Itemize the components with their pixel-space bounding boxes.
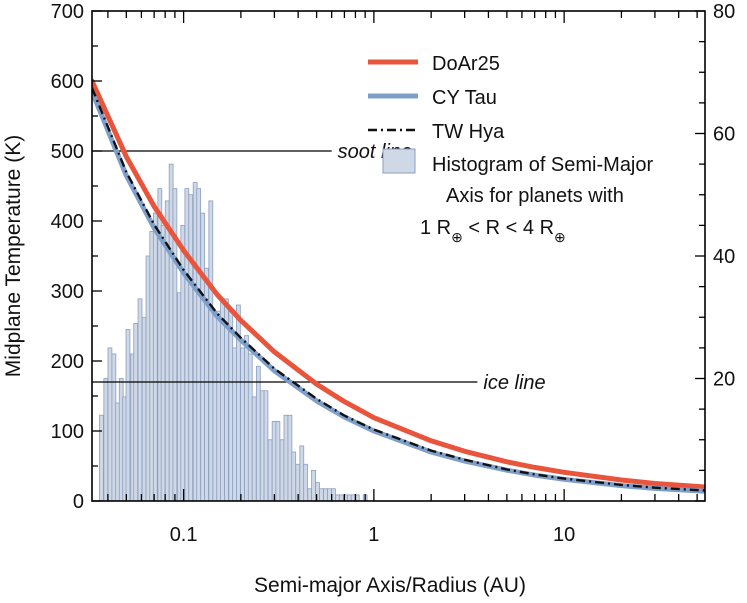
- histogram-bar: [168, 163, 174, 501]
- histogram-bar: [255, 365, 261, 501]
- y-axis-label: Midplane Temperature (K): [2, 135, 25, 377]
- histogram-bar: [152, 212, 158, 501]
- histogram-bar: [287, 414, 293, 501]
- histogram-bar: [200, 212, 206, 501]
- histogram-bar: [303, 463, 309, 501]
- x-tick-label: 0.1: [170, 524, 198, 546]
- histogram-bar: [247, 353, 253, 501]
- histogram-bar: [220, 298, 225, 501]
- histogram-bar: [319, 488, 324, 501]
- histogram-bar: [283, 414, 289, 501]
- histogram-bar: [103, 378, 109, 501]
- histogram-bar: [259, 390, 265, 501]
- y-tick-label: 100: [51, 421, 84, 443]
- y-tick-label: 700: [51, 1, 84, 23]
- legend-label-histogram-line2: Axis for planets with: [446, 185, 624, 207]
- histogram-bar: [160, 224, 166, 501]
- histogram-bar: [251, 396, 257, 501]
- histogram-bar: [350, 494, 356, 501]
- histogram-bar: [196, 188, 202, 501]
- histogram-bar: [188, 194, 194, 501]
- histogram-bar: [137, 298, 143, 501]
- histogram-bar: [327, 488, 332, 501]
- histogram-bar: [339, 494, 344, 501]
- legend-label-cytau: CY Tau: [432, 87, 497, 109]
- y-tick-label: 600: [51, 71, 84, 93]
- histogram-bar: [184, 188, 190, 501]
- x-tick-label: 1: [368, 524, 379, 546]
- histogram-bar: [125, 329, 131, 501]
- annotation-label: ice line: [483, 372, 545, 394]
- y-tick-label: 500: [51, 141, 84, 163]
- histogram-bar: [240, 347, 245, 501]
- y2-tick-label: 60: [713, 124, 735, 146]
- histogram-bar: [291, 451, 297, 501]
- histogram-bar: [346, 494, 352, 501]
- y2-tick-label: 40: [713, 246, 735, 268]
- axes: 0 100 200 300 400 500 600 700 20 40 60 80 0.1 1 10: [51, 1, 736, 546]
- y-tick-label: 0: [73, 491, 84, 513]
- histogram-bar: [279, 439, 285, 501]
- histogram-bar: [99, 414, 104, 501]
- series-line-tw-hya: [92, 87, 705, 492]
- histogram-bar: [307, 488, 313, 501]
- y-tick-label: 300: [51, 281, 84, 303]
- histogram-bar: [271, 420, 277, 501]
- y2-tick-label: 20: [713, 369, 735, 391]
- y-tick-label: 200: [51, 351, 84, 373]
- histogram-bar: [133, 322, 139, 501]
- y2-tick-label: 80: [713, 1, 735, 23]
- histogram-bar: [244, 335, 249, 501]
- x-tick-label: 10: [553, 524, 575, 546]
- series-line-doar25: [92, 78, 705, 490]
- x-axis-label: Semi-major Axis/Radius (AU): [254, 574, 526, 597]
- histogram-bar: [232, 347, 237, 501]
- histogram-bar: [263, 390, 269, 501]
- histogram-bar: [107, 347, 113, 501]
- histogram-bar: [335, 494, 340, 501]
- histogram-bar: [267, 439, 273, 501]
- histogram-bar: [299, 445, 305, 501]
- histogram-bar: [111, 353, 117, 501]
- histogram-bar: [323, 488, 328, 501]
- legend-swatch-histogram: [382, 148, 416, 174]
- histogram-bar: [208, 200, 214, 501]
- histogram-bar: [172, 188, 178, 501]
- histogram-bar: [275, 420, 281, 501]
- series-line-cy-tau: [92, 89, 705, 494]
- legend-label-doar25: DoAr25: [432, 53, 500, 75]
- legend: DoAr25 CY Tau TW Hya Histogram of Semi-M…: [368, 53, 654, 245]
- series-lines: [92, 78, 705, 494]
- histogram: [99, 163, 368, 501]
- histogram-bar: [311, 469, 316, 501]
- histogram-bar: [212, 310, 218, 501]
- histogram-bar: [141, 316, 147, 501]
- y-tick-label: 400: [51, 211, 84, 233]
- legend-label-histogram-line3: 1 R⊕ < R < 4 R⊕: [420, 217, 566, 245]
- legend-label-histogram-line1: Histogram of Semi-Major: [432, 154, 654, 176]
- legend-label-twhya: TW Hya: [432, 121, 505, 143]
